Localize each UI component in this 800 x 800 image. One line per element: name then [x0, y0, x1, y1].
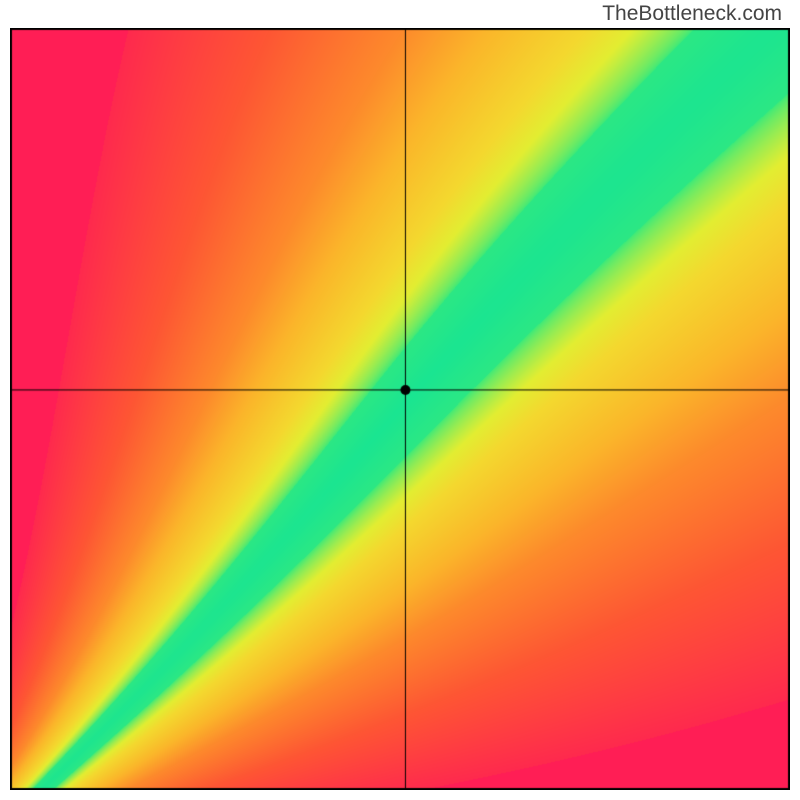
chart-container: TheBottleneck.com [0, 0, 800, 800]
heatmap-plot [10, 28, 790, 790]
attribution-text: TheBottleneck.com [602, 2, 782, 26]
heatmap-canvas [10, 28, 790, 790]
